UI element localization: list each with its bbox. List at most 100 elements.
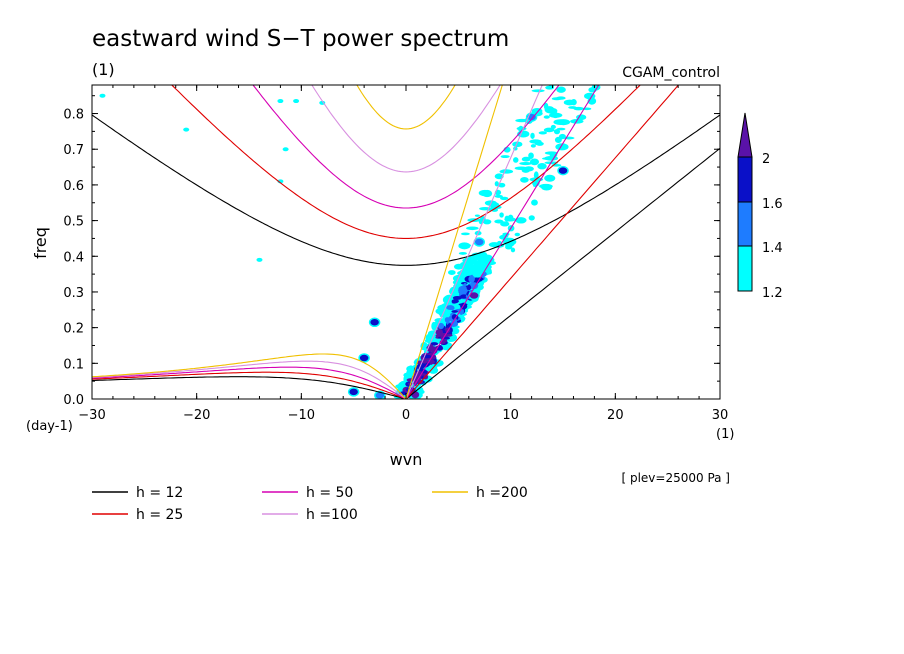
power-blob [347, 387, 360, 397]
y-tick-label: 0.3 [63, 286, 84, 301]
power-blob [543, 102, 549, 110]
x-tick-label: 20 [607, 408, 624, 423]
power-blob [543, 115, 550, 119]
power-blob [544, 174, 556, 182]
colorbar-arrow [737, 112, 753, 158]
power-blob [498, 182, 506, 188]
power-blob [460, 232, 470, 236]
power-blob [474, 214, 480, 217]
legend-label: h = 12 [136, 485, 183, 501]
power-blob [499, 212, 504, 218]
power-contours [99, 85, 601, 399]
colorbar-label: 1.2 [762, 286, 783, 301]
y-tick-label: 0.7 [63, 143, 84, 158]
x-tick-label: −30 [78, 408, 105, 423]
power-blob [469, 282, 479, 290]
power-blob [443, 336, 451, 340]
power-blob [494, 181, 499, 187]
power-blob [183, 127, 190, 132]
power-blob [555, 143, 569, 151]
kelvin-wave-curve [405, 147, 720, 399]
y-tick-label: 0.0 [63, 393, 84, 408]
x-tick-label: −20 [183, 408, 210, 423]
colorbar-label: 1.6 [762, 197, 783, 212]
colorbar-segment [737, 156, 753, 203]
power-blob [543, 127, 555, 133]
power-blob [519, 161, 532, 166]
x-tick-label: 0 [402, 408, 410, 423]
power-blob [528, 215, 535, 221]
power-blob [458, 251, 467, 255]
y-tick-label: 0.5 [63, 215, 84, 230]
power-blob [438, 309, 452, 317]
power-blob [408, 365, 414, 372]
y-tick-label: 0.6 [63, 179, 84, 194]
power-blob [520, 176, 529, 183]
colorbar-segment [737, 245, 753, 292]
power-blob [494, 194, 503, 198]
power-blob [512, 141, 523, 148]
power-blob [256, 257, 263, 262]
power-blob [466, 226, 479, 231]
legend-label: h = 50 [306, 485, 353, 501]
power-blob [452, 295, 462, 300]
x-axis-label: wvn [390, 450, 423, 469]
power-blob [452, 274, 467, 283]
power-blob [453, 263, 464, 270]
power-blob [437, 322, 445, 330]
chart-subtitle-right: CGAM_control [622, 65, 720, 81]
power-blob [546, 107, 558, 114]
power-blob [535, 141, 544, 146]
power-blob [550, 124, 556, 129]
power-blob [573, 106, 584, 111]
power-blob [531, 199, 538, 206]
power-blob [529, 158, 540, 166]
power-blob [466, 284, 472, 291]
power-blob [358, 353, 370, 363]
gravity-wave-curve [171, 85, 641, 239]
power-blob [523, 166, 534, 172]
gravity-wave-curve [356, 85, 456, 130]
power-blob [531, 89, 545, 93]
plot-frame [91, 84, 721, 400]
y-tick-label: 0.8 [63, 108, 84, 123]
chart-title: eastward wind S−T power spectrum [92, 26, 509, 52]
power-blob [514, 232, 521, 237]
power-blob [549, 85, 555, 89]
x-tick-label: −10 [288, 408, 315, 423]
power-blob [510, 247, 516, 253]
power-blob [463, 283, 467, 287]
power-blob [544, 151, 559, 155]
power-blob [530, 132, 535, 139]
power-blob [477, 264, 485, 271]
power-blob [468, 275, 475, 283]
rossby-wave-curve [92, 353, 407, 399]
y-tick-label: 0.4 [63, 250, 84, 265]
power-blob [500, 155, 510, 159]
power-blob [428, 359, 435, 365]
kelvin-wave-curve [405, 85, 503, 399]
power-blob [458, 307, 464, 315]
power-blob [482, 189, 493, 198]
power-blob [368, 317, 381, 328]
legend-label: h =200 [476, 485, 528, 501]
power-blob [447, 270, 456, 276]
power-blob [451, 299, 459, 304]
power-blob [99, 93, 106, 98]
power-blob [486, 270, 493, 275]
legend-label: h = 25 [136, 507, 183, 523]
x-tick-label: 10 [502, 408, 519, 423]
power-blob [468, 290, 480, 301]
legend: h = 12 h = 25 h = 50 h =100 h =200 [92, 485, 528, 523]
power-blob [553, 129, 561, 135]
power-blob [488, 242, 501, 248]
power-blob [557, 165, 569, 176]
power-blob [538, 131, 548, 135]
gravity-wave-curve [92, 114, 720, 266]
legend-label: h =100 [306, 507, 358, 523]
power-blob [528, 152, 534, 159]
colorbar-segment [737, 201, 753, 247]
power-blob [563, 99, 576, 106]
power-blob [450, 327, 460, 335]
